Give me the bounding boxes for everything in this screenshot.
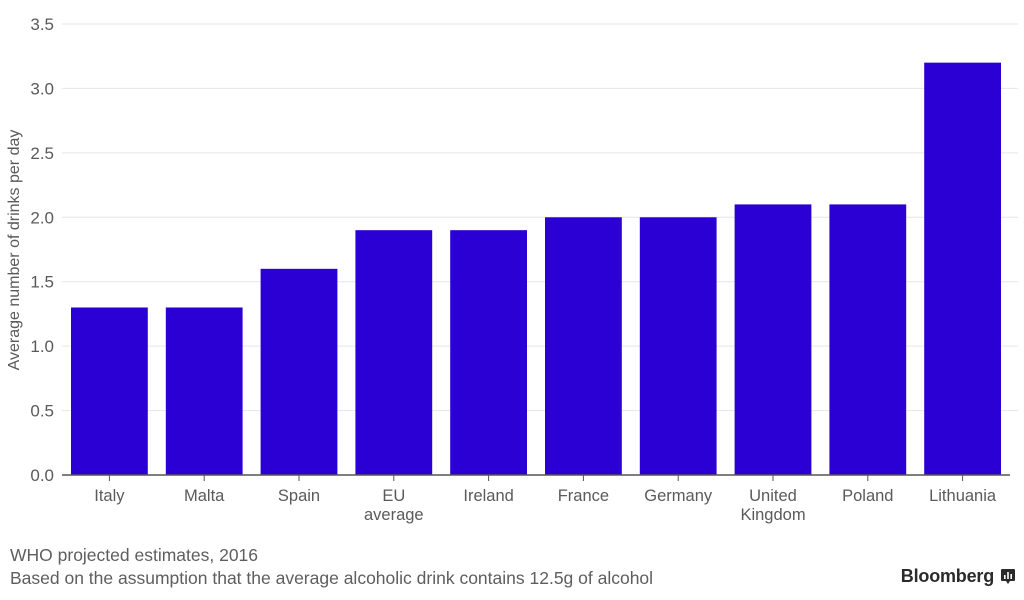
brand-name: Bloomberg — [900, 566, 994, 586]
y-tick-label: 2.5 — [30, 144, 54, 163]
x-tick-label: EU — [382, 487, 405, 505]
x-tick-label: France — [558, 487, 609, 505]
x-tick-label: Ireland — [463, 487, 513, 505]
x-tick-label: Germany — [644, 487, 713, 505]
y-tick-label: 3.5 — [30, 15, 54, 34]
x-tick-label: Poland — [842, 487, 893, 505]
y-axis-title: Average number of drinks per day — [6, 130, 23, 371]
bar-poland — [829, 204, 907, 475]
x-tick-label: United — [749, 487, 797, 505]
x-tick-label: Malta — [184, 487, 225, 505]
y-tick-label: 3.0 — [30, 79, 54, 98]
bar-ireland — [450, 230, 527, 475]
assumption-note: Based on the assumption that the average… — [10, 568, 654, 588]
x-tick-label: Kingdom — [740, 506, 805, 524]
x-tick-label: Spain — [278, 487, 320, 505]
bar-malta — [165, 307, 243, 475]
x-axis — [62, 474, 1010, 481]
bar-germany — [639, 217, 717, 476]
y-tick-label: 0.5 — [30, 402, 54, 421]
x-tick-label: Italy — [94, 487, 125, 505]
x-tick-label: Lithuania — [929, 487, 997, 505]
bar-united-kingdom — [734, 204, 812, 475]
bloomberg-chart-icon — [1001, 569, 1015, 584]
y-tick-label: 1.5 — [30, 273, 54, 292]
bar-lithuania — [924, 62, 1001, 476]
bar-chart: 0.0 0.5 1.0 1.5 2.0 2.5 3.0 3.5 Italy Malta Spain… — [6, 15, 1018, 524]
brand-logo: Bloomberg — [901, 566, 1016, 587]
y-tick-label: 1.0 — [30, 337, 54, 356]
bar-spain — [260, 268, 338, 475]
y-tick-label: 0.0 — [30, 466, 54, 485]
bar-eu-average — [355, 230, 433, 475]
bar-italy — [71, 307, 148, 475]
bars — [71, 62, 1001, 476]
bar-france — [545, 217, 622, 476]
x-tick-label: average — [364, 506, 424, 524]
source-note: WHO projected estimates, 2016 — [10, 545, 259, 565]
y-tick-label: 2.0 — [30, 208, 54, 227]
y-axis-ticks: 0.0 0.5 1.0 1.5 2.0 2.5 3.0 3.5 — [30, 15, 54, 485]
